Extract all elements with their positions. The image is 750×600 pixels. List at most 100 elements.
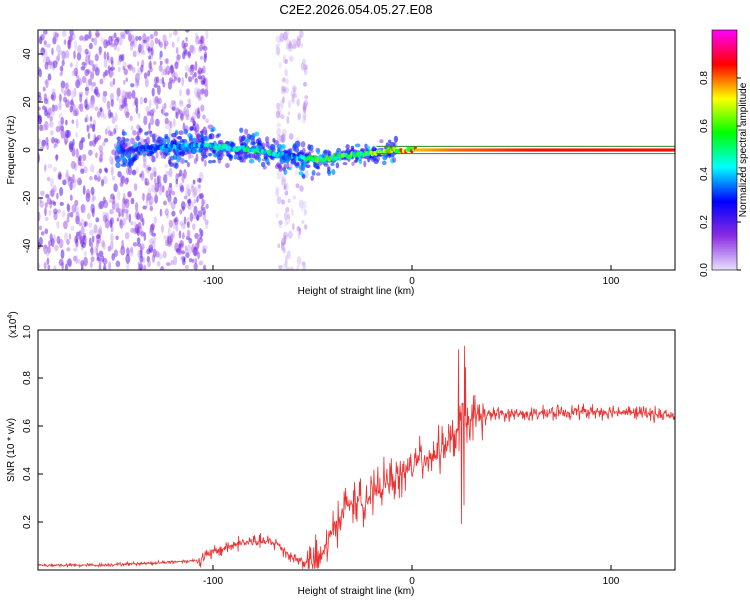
noise-cell <box>182 122 186 131</box>
spectral-cell <box>311 170 316 176</box>
noise-cell <box>51 238 55 247</box>
noise-cell <box>111 42 116 47</box>
noise-cell <box>74 205 79 214</box>
noise-cell <box>153 216 157 224</box>
noise-cell <box>122 65 126 71</box>
spectral-cell <box>208 159 213 164</box>
noise-cell <box>180 158 185 164</box>
noise-cell <box>141 218 145 226</box>
spectral-cell <box>316 172 321 176</box>
noise-cell <box>148 55 152 60</box>
noise-cell <box>160 265 165 270</box>
spectral-cell <box>283 163 287 170</box>
noise-cell <box>187 204 192 210</box>
noise-cell <box>175 46 179 55</box>
noise-cell <box>67 178 72 187</box>
noise-cell <box>147 69 151 77</box>
noise-cell <box>301 261 306 266</box>
noise-cell <box>178 243 181 253</box>
noise-cell <box>55 125 61 133</box>
noise-cell <box>151 241 156 249</box>
noise-cell <box>136 60 140 67</box>
noise-cell <box>98 51 102 56</box>
noise-cell <box>39 36 43 45</box>
y-tick-label: 0.8 <box>22 371 33 385</box>
noise-cell <box>98 263 102 270</box>
noise-cell <box>291 95 295 105</box>
spectral-cell <box>127 158 133 164</box>
noise-cell <box>53 201 57 206</box>
noise-cell <box>53 208 58 215</box>
spectral-cell <box>381 160 387 166</box>
snr-multiplier-base: (x10 <box>8 318 19 338</box>
noise-cell <box>128 213 132 223</box>
noise-cell <box>93 133 97 144</box>
noise-cell <box>182 257 186 263</box>
noise-cell <box>201 245 206 254</box>
noise-cell <box>197 75 203 80</box>
noise-cell <box>149 224 155 234</box>
noise-cell <box>192 214 197 219</box>
spectral-cell <box>217 157 222 164</box>
noise-cell <box>75 79 81 89</box>
noise-cell <box>155 151 159 159</box>
noise-cell <box>187 98 191 104</box>
spectral-cell <box>290 158 297 165</box>
noise-cell <box>65 172 69 181</box>
noise-cell <box>278 108 282 118</box>
noise-cell <box>138 225 143 235</box>
noise-cell <box>92 123 96 133</box>
spectral-cell <box>195 134 201 139</box>
noise-cell <box>205 221 209 230</box>
noise-cell <box>126 64 132 69</box>
noise-cell <box>164 208 169 216</box>
noise-cell <box>167 227 171 237</box>
noise-cell <box>131 89 136 99</box>
noise-cell <box>103 51 107 60</box>
noise-cell <box>202 45 208 51</box>
noise-cell <box>196 196 199 203</box>
noise-cell <box>64 50 70 59</box>
noise-cell <box>58 93 62 103</box>
spectral-cell <box>210 128 215 133</box>
noise-cell <box>280 237 286 246</box>
noise-cell <box>149 172 154 181</box>
spectrogram-x-axis-label: Height of straight line (km) <box>298 286 415 297</box>
noise-cell <box>167 185 173 195</box>
noise-cell <box>76 52 82 61</box>
noise-cell <box>118 36 123 46</box>
noise-cell <box>276 46 281 56</box>
noise-cell <box>303 110 307 121</box>
noise-cell <box>171 41 175 48</box>
noise-cell <box>296 264 300 270</box>
spectral-cell <box>345 144 350 150</box>
svg-text:(x104): (x104) <box>7 311 19 338</box>
noise-cell <box>169 132 173 139</box>
noise-cell <box>160 266 164 270</box>
noise-cell <box>95 152 98 159</box>
noise-cell <box>167 80 173 90</box>
noise-cell <box>110 71 115 77</box>
noise-cell <box>115 202 120 213</box>
spectrogram-y-axis-label: Frequency (Hz) <box>6 116 17 185</box>
noise-cell <box>161 103 166 109</box>
noise-cell <box>70 225 75 232</box>
noise-cell <box>176 54 181 61</box>
noise-cell <box>119 218 123 226</box>
noise-cell <box>177 173 181 178</box>
noise-cell <box>149 117 155 126</box>
noise-cell <box>288 42 293 52</box>
noise-cell <box>111 158 114 166</box>
spectral-cell <box>209 133 215 140</box>
noise-cell <box>299 30 304 38</box>
noise-cell <box>74 199 79 207</box>
noise-cell <box>194 87 199 97</box>
noise-cell <box>107 65 111 75</box>
noise-cell <box>197 107 200 114</box>
noise-cell <box>296 38 301 48</box>
noise-cell <box>61 30 67 37</box>
noise-cell <box>146 192 152 201</box>
noise-cell <box>85 86 89 91</box>
noise-cell <box>197 95 202 101</box>
noise-cell <box>202 264 207 270</box>
